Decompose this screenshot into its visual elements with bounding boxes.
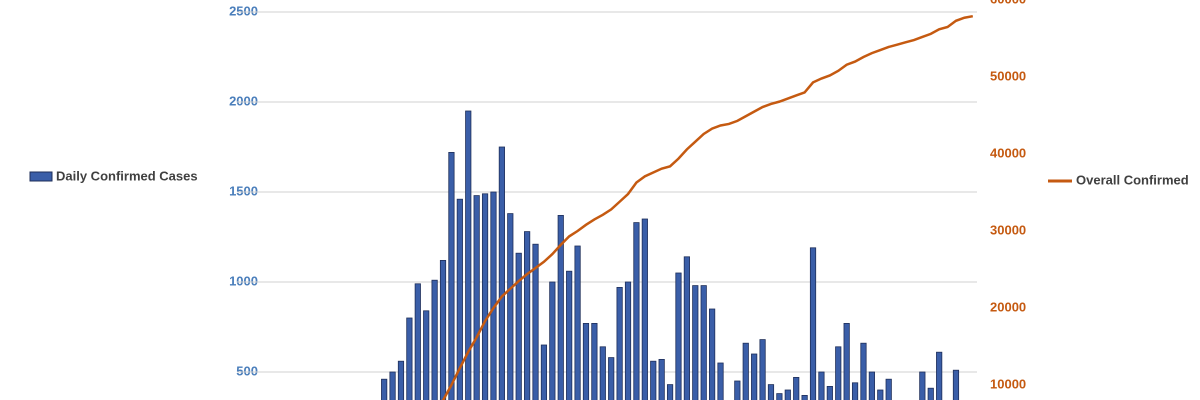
bar	[776, 393, 783, 400]
bar	[524, 231, 531, 400]
bar	[751, 353, 758, 400]
bar	[700, 285, 707, 400]
legend-swatch	[29, 171, 53, 182]
bar	[465, 110, 472, 400]
bar	[885, 378, 892, 400]
y2-tick-label: 30000	[990, 222, 1026, 237]
y2-tick-label: 50000	[990, 68, 1026, 83]
bar	[599, 346, 606, 400]
bar	[835, 346, 842, 400]
legend-label: Overall Confirmed	[1076, 172, 1189, 187]
y2-tick-label: 60000	[990, 0, 1026, 6]
bar	[624, 281, 632, 400]
y-tick-label: 2500	[229, 3, 258, 18]
bar	[801, 394, 808, 400]
bar	[381, 378, 388, 400]
bar	[582, 322, 590, 400]
bar	[616, 286, 623, 400]
bar	[952, 369, 960, 400]
bar	[448, 151, 455, 400]
y2-tick-label: 10000	[990, 376, 1026, 391]
bar	[557, 214, 564, 400]
bar	[793, 376, 800, 400]
bar	[877, 389, 884, 400]
bar	[549, 281, 556, 400]
bar	[423, 310, 430, 400]
bar	[633, 222, 640, 400]
y-tick-label: 2000	[229, 93, 258, 108]
bar	[532, 243, 539, 400]
bar	[742, 342, 749, 400]
bar	[927, 387, 934, 400]
y-tick-label: 500	[236, 363, 258, 378]
bar	[784, 389, 791, 400]
bar	[389, 371, 396, 400]
bar	[431, 279, 438, 400]
legend-label: Daily Confirmed Cases	[56, 168, 198, 183]
bar	[650, 360, 657, 400]
line	[441, 14, 974, 400]
bar	[675, 272, 682, 400]
bar	[759, 339, 766, 400]
bar	[868, 371, 875, 400]
bar	[641, 218, 648, 400]
bar	[767, 384, 775, 400]
bar	[574, 245, 581, 400]
bar	[658, 358, 665, 400]
bar	[406, 317, 413, 400]
bar	[860, 342, 867, 400]
bar	[566, 270, 573, 400]
bar	[683, 256, 690, 400]
bar	[490, 191, 497, 400]
bar	[851, 382, 859, 400]
bar	[843, 322, 850, 400]
y2-tick-label: 20000	[990, 299, 1026, 314]
bar	[666, 384, 674, 400]
bar	[809, 247, 817, 400]
bar	[456, 198, 463, 400]
bar	[818, 371, 825, 400]
y-tick-label: 1500	[229, 183, 258, 198]
y2-tick-label: 40000	[990, 145, 1026, 160]
bar	[591, 322, 598, 400]
bar	[936, 351, 943, 400]
bar	[734, 380, 741, 400]
bar	[397, 360, 405, 400]
bar	[481, 193, 489, 400]
bar	[498, 146, 505, 400]
y-tick-label: 1000	[229, 273, 258, 288]
bar	[919, 371, 926, 400]
bar	[414, 283, 421, 400]
bar	[540, 344, 548, 400]
bar	[507, 213, 514, 400]
bar	[717, 362, 724, 400]
bar	[608, 357, 615, 400]
bar	[439, 259, 447, 400]
bar	[515, 252, 522, 400]
bar	[692, 285, 699, 400]
bar	[709, 308, 716, 400]
bar	[826, 385, 833, 400]
bar	[473, 195, 480, 400]
